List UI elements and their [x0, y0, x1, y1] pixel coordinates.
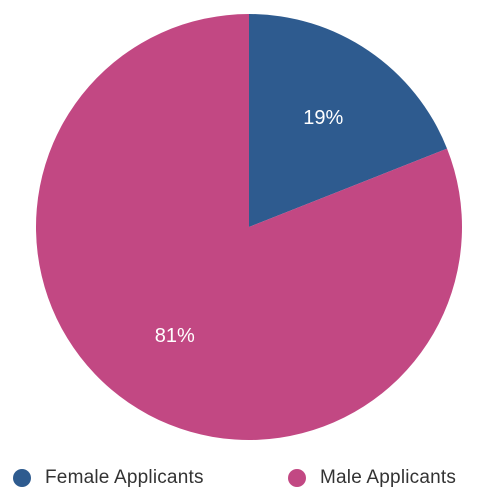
legend-swatch-male — [288, 469, 306, 487]
pie-slices — [35, 14, 462, 440]
pie-label-male-applicants: 81% — [155, 325, 195, 347]
legend-label-male: Male Applicants — [320, 467, 457, 488]
pie-slice-male-applicants[interactable] — [35, 14, 462, 440]
pie-label-female-applicants: 19% — [303, 107, 343, 129]
legend-label-female: Female Applicants — [45, 467, 204, 488]
legend-item-female-applicants[interactable]: Female Applicants — [13, 463, 204, 493]
pie-slice-female-applicants[interactable] — [249, 14, 448, 227]
pie-slice-labels: 19% 81% — [155, 107, 344, 347]
chart-legend: Female Applicants Male Applicants — [0, 463, 500, 493]
legend-item-male-applicants[interactable]: Male Applicants — [288, 463, 456, 493]
legend-swatch-female — [13, 469, 31, 487]
